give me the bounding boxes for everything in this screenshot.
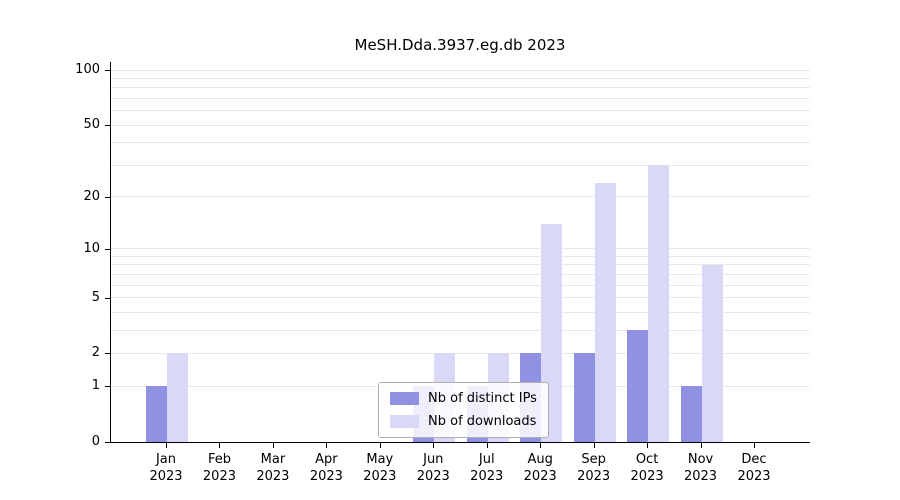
y-tick-label: 2	[91, 345, 100, 361]
gridline	[111, 255, 810, 257]
x-tick-mark	[540, 443, 542, 448]
y-tick-label: 0	[91, 434, 100, 449]
x-tick-label: Jun 2023	[416, 452, 450, 484]
x-tick-mark	[166, 443, 167, 448]
bar-distinct-ips-sep	[573, 353, 595, 442]
x-tick-mark	[219, 443, 221, 448]
legend-label-distinct-ips: Nb of distinct IPs	[428, 391, 537, 406]
x-tick-mark	[647, 443, 649, 448]
x-tick-label: Jan 2023	[149, 452, 183, 484]
x-tick-label: Feb 2023	[202, 452, 236, 484]
y-tick-label: 50	[83, 117, 100, 133]
legend-entry-distinct-ips: Nb of distinct IPs	[390, 391, 537, 406]
bar-downloads-sep	[594, 182, 616, 442]
gridline	[111, 124, 810, 126]
gridline	[111, 110, 810, 112]
x-tick-label: Jul 2023	[470, 452, 504, 484]
bar-downloads-oct	[648, 165, 670, 442]
x-tick-mark	[754, 443, 755, 448]
x-tick-label: Mar 2023	[256, 452, 290, 484]
x-tick-label: Apr 2023	[309, 452, 343, 484]
bar-distinct-ips-oct	[627, 330, 649, 442]
x-tick-mark	[433, 443, 435, 448]
gridline	[111, 69, 810, 71]
bar-downloads-jan	[167, 353, 188, 442]
x-tick-label: Oct 2023	[630, 452, 664, 484]
chart-title: MeSH.Dda.3937.eg.db 2023	[354, 36, 566, 54]
x-tick-mark	[326, 443, 328, 448]
y-tick-label: 100	[75, 62, 100, 77]
gridline	[111, 77, 810, 79]
y-tick-label: 1	[91, 378, 100, 394]
gridline	[111, 87, 810, 89]
gridline	[111, 97, 810, 99]
legend: Nb of distinct IPs Nb of downloads	[378, 382, 549, 438]
x-tick-mark	[272, 443, 274, 448]
x-tick-label: Sep 2023	[577, 452, 611, 484]
gridline	[111, 329, 810, 331]
x-tick-mark	[700, 443, 702, 448]
x-tick-mark	[379, 443, 381, 448]
x-tick-label: Aug 2023	[523, 452, 557, 484]
bar-distinct-ips-nov	[680, 386, 702, 442]
legend-label-downloads: Nb of downloads	[428, 414, 537, 429]
legend-entry-downloads: Nb of downloads	[390, 414, 537, 429]
gridline	[111, 248, 810, 250]
gridline	[111, 284, 810, 286]
gridline	[111, 352, 810, 354]
gridline	[111, 273, 810, 275]
x-tick-mark	[486, 443, 488, 448]
gridline	[111, 196, 810, 198]
x-tick-label: Nov 2023	[683, 452, 718, 484]
bar-downloads-nov	[701, 264, 723, 442]
gridline	[111, 164, 810, 166]
bar-distinct-ips-jan	[146, 386, 167, 442]
gridline	[111, 297, 810, 299]
y-tick-label: 5	[91, 289, 100, 305]
plot-area: Nb of distinct IPs Nb of downloads	[110, 62, 810, 443]
legend-swatch-downloads	[390, 415, 419, 428]
legend-swatch-distinct-ips	[390, 392, 419, 405]
x-tick-mark	[593, 443, 595, 448]
gridline	[111, 264, 810, 266]
gridline	[111, 142, 810, 144]
gridline	[111, 311, 810, 313]
y-tick-label: 20	[83, 188, 100, 204]
x-tick-label: May 2023	[363, 452, 397, 484]
y-tick-label: 10	[83, 240, 100, 256]
x-tick-label: Dec 2023	[737, 452, 771, 484]
